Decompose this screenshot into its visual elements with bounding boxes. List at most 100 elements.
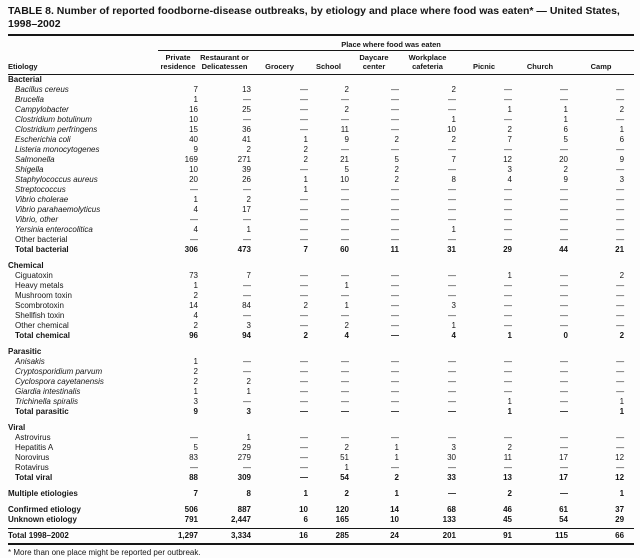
table-row: Total bacterial 306 473 7 60 11 31 29 44 21 — [8, 245, 634, 255]
value-cell: — — [243, 95, 251, 104]
value-cell: 309 — [237, 473, 251, 482]
table-row: Vibrio cholerae 1 2 — — — — — — — — [8, 195, 634, 205]
value-cell: 8 — [451, 175, 456, 184]
value-cell: — — [616, 321, 625, 330]
table-row: Mushroom toxin 2 — — — — — — — — — [8, 291, 634, 301]
value-cell: — — [341, 311, 349, 320]
value-cell: 7 — [246, 271, 251, 280]
value-cell: 1 — [303, 175, 308, 184]
value-cell: 1 — [507, 105, 512, 114]
value-cell: 201 — [399, 528, 456, 545]
etiology-label: Cryptosporidium parvum — [15, 367, 103, 376]
value-cell: — — [504, 95, 512, 104]
value-cell: 7 — [451, 155, 456, 164]
table-row: Listeria monocytogenes 9 2 2 — — — — — — — [8, 145, 634, 155]
value-cell: 1 — [394, 443, 399, 452]
value-cell: — — [448, 377, 456, 386]
etiology-label: Other chemical — [15, 321, 69, 330]
value-cell: — — [243, 185, 251, 194]
value-cell: — — [391, 357, 399, 366]
value-cell: — — [391, 205, 399, 214]
value-cell: 7 — [507, 135, 512, 144]
value-cell: 10 — [390, 515, 399, 524]
value-cell: 6 — [563, 125, 568, 134]
etiology-label: Viral — [8, 423, 26, 432]
value-cell: 24 — [349, 528, 399, 545]
value-cell: 2 — [619, 331, 625, 340]
value-cell: — — [341, 291, 349, 300]
table-row: Heavy metals 1 — — 1 — — — — — — [8, 281, 634, 291]
value-cell: 11 — [340, 125, 349, 134]
value-cell: 10 — [189, 115, 198, 124]
value-cell: — — [616, 195, 625, 204]
table-row: Campylobacter 16 25 — 2 — — 1 1 2 — [8, 105, 634, 115]
value-cell: — — [391, 281, 399, 290]
value-cell: — — [560, 397, 568, 406]
value-cell: — — [616, 185, 625, 194]
value-cell: — — [300, 95, 308, 104]
value-cell: — — [448, 463, 456, 472]
value-cell: — — [300, 433, 308, 442]
value-cell: — — [448, 281, 456, 290]
value-cell: — — [560, 235, 568, 244]
column-header: Workplace cafeteria — [399, 50, 456, 75]
table-row: Unknown etiology 791 2,447 6 165 10 133 45 54 29 — [8, 515, 634, 529]
value-cell: 94 — [242, 331, 251, 340]
value-cell: 84 — [242, 301, 251, 310]
etiology-label: Unknown etiology — [8, 515, 77, 524]
etiology-label: Clostridium botulinum — [15, 115, 92, 124]
value-cell: — — [560, 377, 568, 386]
etiology-label: Scombrotoxin — [15, 301, 64, 310]
spanner-spacer — [8, 35, 158, 51]
value-cell: — — [243, 463, 251, 472]
value-cell: 7 — [193, 489, 198, 498]
value-cell: — — [504, 433, 512, 442]
value-cell: 7 — [303, 245, 308, 254]
etiology-label: Clostridium perfringens — [15, 125, 98, 134]
value-cell: — — [616, 463, 625, 472]
value-cell: 2 — [193, 377, 198, 386]
value-cell: — — [300, 235, 308, 244]
value-cell: — — [190, 215, 198, 224]
value-cell: — — [190, 433, 198, 442]
column-header: Daycare center — [349, 50, 399, 75]
value-cell: — — [560, 215, 568, 224]
value-cell: — — [341, 195, 349, 204]
value-cell: — — [560, 433, 568, 442]
value-cell: 2 — [619, 271, 625, 280]
value-cell: — — [300, 357, 308, 366]
table-row: Trichinella spiralis 3 — — — — — 1 — 1 — [8, 397, 634, 407]
value-cell: — — [616, 95, 625, 104]
table-row: Bacillus cereus 7 13 — 2 — 2 — — — — [8, 85, 634, 95]
value-cell: 4 — [507, 175, 512, 184]
value-cell: — — [504, 215, 512, 224]
value-cell: — — [616, 225, 625, 234]
value-cell: — — [504, 301, 512, 310]
value-cell: 17 — [559, 473, 568, 482]
etiology-column-header: Etiology — [8, 50, 158, 75]
value-cell: — — [300, 463, 308, 472]
value-cell: — — [616, 443, 625, 452]
value-cell: 2 — [344, 85, 349, 94]
value-cell: — — [616, 215, 625, 224]
etiology-label: Confirmed etiology — [8, 505, 81, 514]
value-cell: 285 — [308, 528, 349, 545]
value-cell: 1 — [451, 225, 456, 234]
table-row: Cyclospora cayetanensis 2 2 — — — — — — — — [8, 377, 634, 387]
value-cell: 1 — [193, 387, 198, 396]
value-cell: — — [560, 281, 568, 290]
value-cell: 5 — [394, 155, 399, 164]
value-cell: — — [616, 291, 625, 300]
etiology-label: Vibrio, other — [15, 215, 58, 224]
value-cell: — — [448, 397, 456, 406]
value-cell: — — [448, 367, 456, 376]
value-cell: 1 — [507, 397, 512, 406]
etiology-label: Anisakis — [15, 357, 45, 366]
value-cell: — — [341, 367, 349, 376]
value-cell: 17 — [242, 205, 251, 214]
value-cell: — — [300, 453, 308, 462]
value-cell: 1 — [563, 115, 568, 124]
value-cell: — — [504, 367, 512, 376]
table-row: Total viral 88 309 — 54 2 33 13 17 12 — [8, 473, 634, 483]
value-cell: — — [504, 205, 512, 214]
